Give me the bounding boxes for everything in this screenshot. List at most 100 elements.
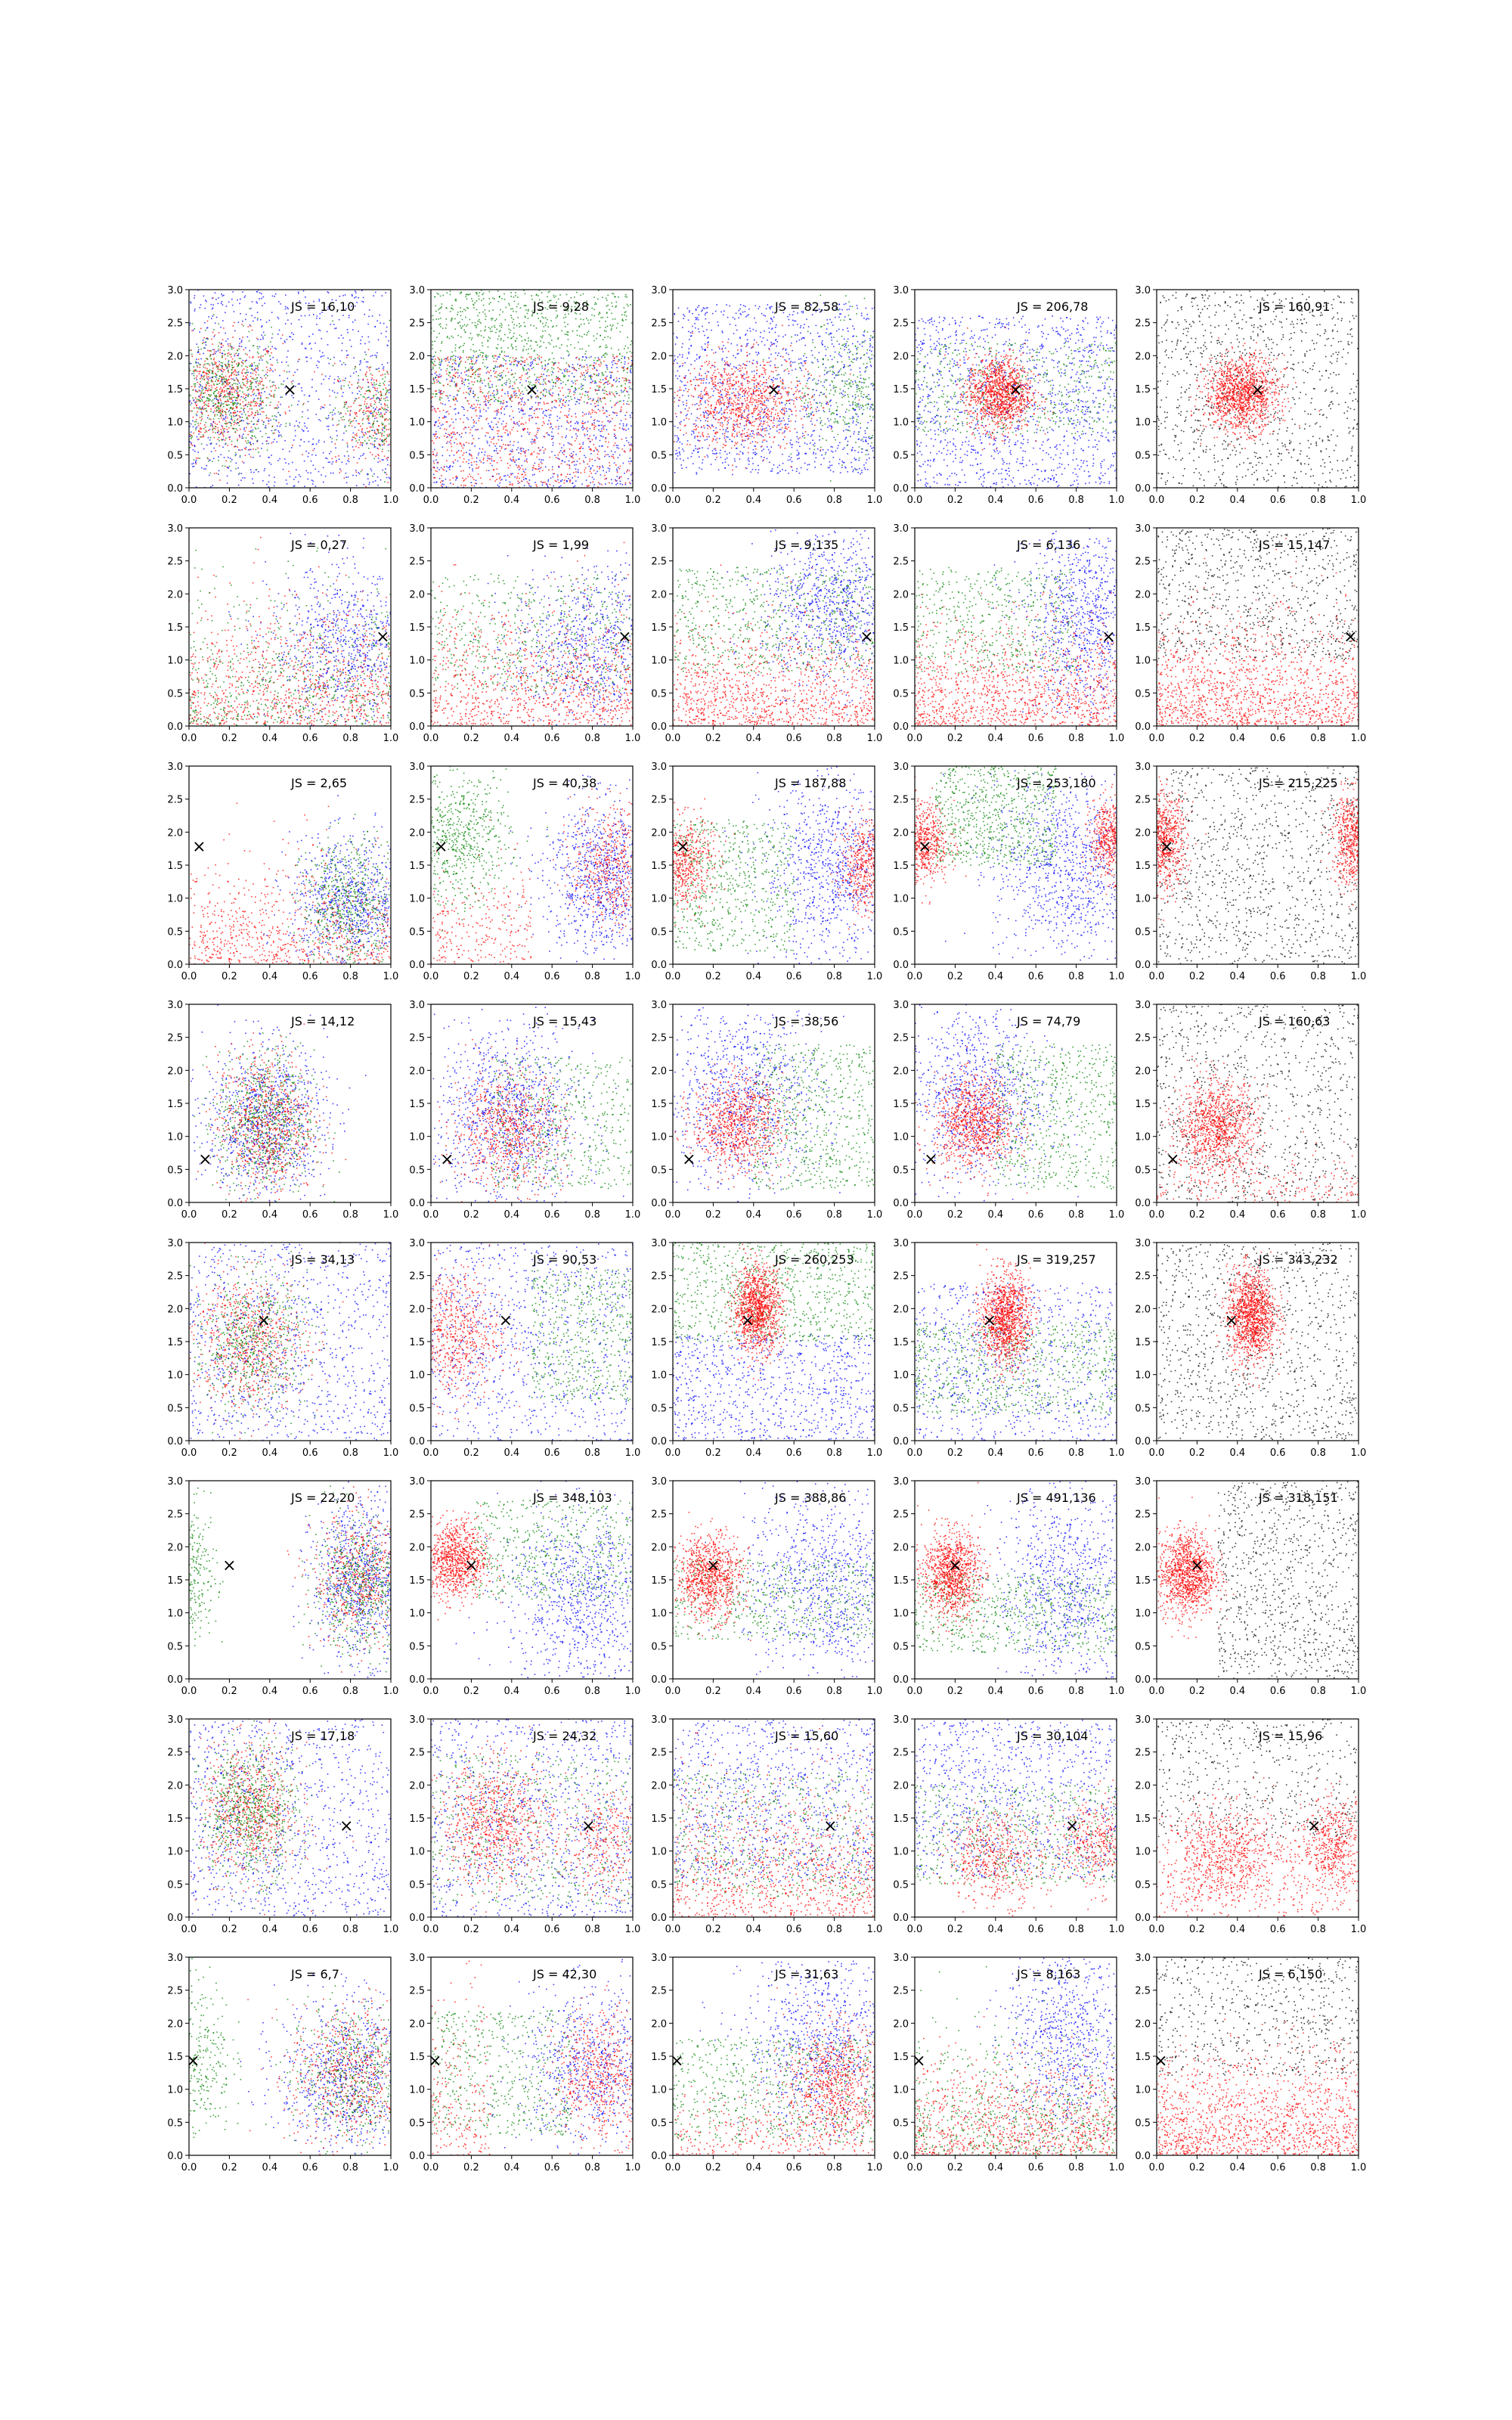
- x-tick-label: 0.8: [1068, 1209, 1084, 1221]
- y-tick-label: 0.0: [1135, 721, 1151, 733]
- y-tick-label: 3.0: [409, 1476, 425, 1488]
- y-tick-label: 1.5: [893, 1813, 909, 1825]
- x-tick-label: 0.8: [1068, 971, 1084, 982]
- x-tick-label: 0.2: [222, 1924, 237, 1935]
- x-tick-label: 0.4: [503, 1447, 519, 1459]
- y-tick-label: 0.0: [893, 2151, 909, 2162]
- x-tick-label: 1.0: [1109, 1686, 1125, 1697]
- x-tick-label: 1.0: [625, 1447, 641, 1459]
- x-tick-label: 0.4: [745, 733, 761, 744]
- x-tick-label: 1.0: [867, 2162, 883, 2173]
- x-tick-label: 0.6: [1028, 971, 1044, 982]
- x-tick-label: 0.4: [745, 1209, 761, 1221]
- centroid-x-marker: ×: [948, 1556, 962, 1575]
- x-tick-label: 1.0: [867, 1209, 883, 1221]
- y-tick-label: 1.5: [893, 1099, 909, 1110]
- y-tick-label: 1.0: [167, 417, 183, 429]
- x-tick-label: 0.4: [987, 1447, 1003, 1459]
- x-tick-label: 0.2: [463, 1447, 479, 1459]
- y-tick-label: 0.0: [409, 1198, 425, 1209]
- y-tick-label: 2.0: [893, 351, 909, 362]
- y-tick-label: 0.0: [409, 483, 425, 495]
- y-tick-label: 2.5: [1135, 557, 1151, 568]
- y-tick-label: 3.0: [1135, 523, 1151, 535]
- y-tick-label: 0.5: [893, 450, 909, 461]
- y-tick-label: 0.5: [167, 1165, 183, 1176]
- y-tick-label: 0.5: [167, 1641, 183, 1652]
- y-tick-label: 3.0: [1135, 1000, 1151, 1011]
- y-tick-label: 2.5: [893, 1509, 909, 1521]
- x-tick-label: 0.6: [1028, 733, 1044, 744]
- x-tick-label: 0.6: [544, 1686, 560, 1697]
- x-tick-label: 0.6: [544, 971, 560, 982]
- y-tick-label: 3.0: [167, 1953, 183, 1964]
- centroid-x-marker: ×: [1101, 628, 1115, 647]
- x-tick-label: 0.6: [302, 733, 318, 744]
- x-tick-label: 0.0: [181, 2162, 197, 2173]
- y-tick-label: 1.5: [651, 384, 667, 396]
- x-tick-label: 0.2: [222, 1447, 237, 1459]
- x-tick-label: 0.2: [1189, 733, 1205, 744]
- y-tick-label: 0.5: [167, 1403, 183, 1414]
- js-annotation: JS = 15,147: [1258, 538, 1330, 552]
- y-tick-label: 0.0: [167, 483, 183, 495]
- x-tick-label: 1.0: [1351, 733, 1367, 744]
- centroid-x-marker: ×: [767, 381, 780, 400]
- js-annotation: JS = 22,20: [290, 1491, 355, 1505]
- y-tick-label: 0.5: [651, 1879, 667, 1891]
- y-tick-label: 1.0: [1135, 1609, 1151, 1620]
- x-tick-label: 0.8: [342, 1924, 358, 1935]
- y-tick-label: 3.0: [409, 523, 425, 535]
- x-tick-label: 0.2: [705, 1209, 721, 1221]
- centroid-x-marker: ×: [198, 1150, 212, 1169]
- y-tick-label: 0.0: [409, 960, 425, 971]
- y-tick-label: 2.5: [893, 1986, 909, 1997]
- x-tick-label: 0.8: [826, 1209, 842, 1221]
- x-tick-label: 0.6: [302, 495, 318, 506]
- y-tick-label: 0.0: [167, 721, 183, 733]
- x-tick-label: 0.2: [1189, 1924, 1205, 1935]
- centroid-x-marker: ×: [618, 628, 631, 647]
- y-tick-label: 3.0: [409, 1714, 425, 1726]
- y-tick-label: 2.5: [651, 1748, 667, 1759]
- y-tick-label: 2.5: [409, 1986, 425, 1997]
- x-tick-label: 1.0: [383, 1209, 399, 1221]
- x-tick-label: 1.0: [1351, 1924, 1367, 1935]
- y-tick-label: 0.0: [1135, 1436, 1151, 1447]
- y-tick-label: 2.0: [167, 2018, 183, 2030]
- x-tick-label: 0.4: [262, 2162, 277, 2173]
- x-tick-label: 0.8: [584, 733, 600, 744]
- js-annotation: JS = 82,58: [774, 299, 838, 314]
- x-tick-label: 0.0: [181, 1686, 197, 1697]
- x-tick-label: 0.2: [947, 1447, 963, 1459]
- centroid-x-marker: ×: [283, 381, 296, 400]
- y-tick-label: 0.0: [167, 1198, 183, 1209]
- x-tick-label: 1.0: [383, 971, 399, 982]
- x-tick-label: 0.6: [302, 1686, 318, 1697]
- x-tick-label: 0.0: [423, 1686, 439, 1697]
- y-tick-label: 3.0: [893, 1476, 909, 1488]
- centroid-x-marker: ×: [682, 1150, 696, 1169]
- x-tick-label: 1.0: [1351, 971, 1367, 982]
- x-tick-label: 0.0: [423, 1447, 439, 1459]
- y-tick-label: 3.0: [893, 523, 909, 535]
- x-tick-label: 0.2: [947, 1209, 963, 1221]
- y-tick-label: 0.5: [409, 688, 425, 700]
- js-annotation: JS = 318,151: [1258, 1491, 1338, 1505]
- y-tick-label: 3.0: [1135, 1714, 1151, 1726]
- y-tick-label: 1.0: [893, 1132, 909, 1143]
- x-tick-label: 0.0: [907, 1447, 923, 1459]
- y-tick-label: 0.5: [651, 688, 667, 700]
- x-tick-label: 0.4: [503, 2162, 519, 2173]
- js-annotation: JS = 15,96: [1258, 1729, 1322, 1743]
- js-annotation: JS = 160,63: [1258, 1014, 1330, 1028]
- js-annotation: JS = 9,135: [774, 538, 838, 552]
- y-tick-label: 1.5: [651, 622, 667, 634]
- y-tick-label: 2.5: [1135, 1986, 1151, 1997]
- y-tick-label: 1.0: [409, 417, 425, 429]
- x-tick-label: 0.6: [1028, 2162, 1044, 2173]
- y-tick-label: 0.0: [167, 1674, 183, 1686]
- x-tick-label: 0.6: [786, 971, 802, 982]
- js-annotation: JS = 319,257: [1016, 1252, 1096, 1267]
- js-annotation: JS = 14,12: [290, 1014, 355, 1028]
